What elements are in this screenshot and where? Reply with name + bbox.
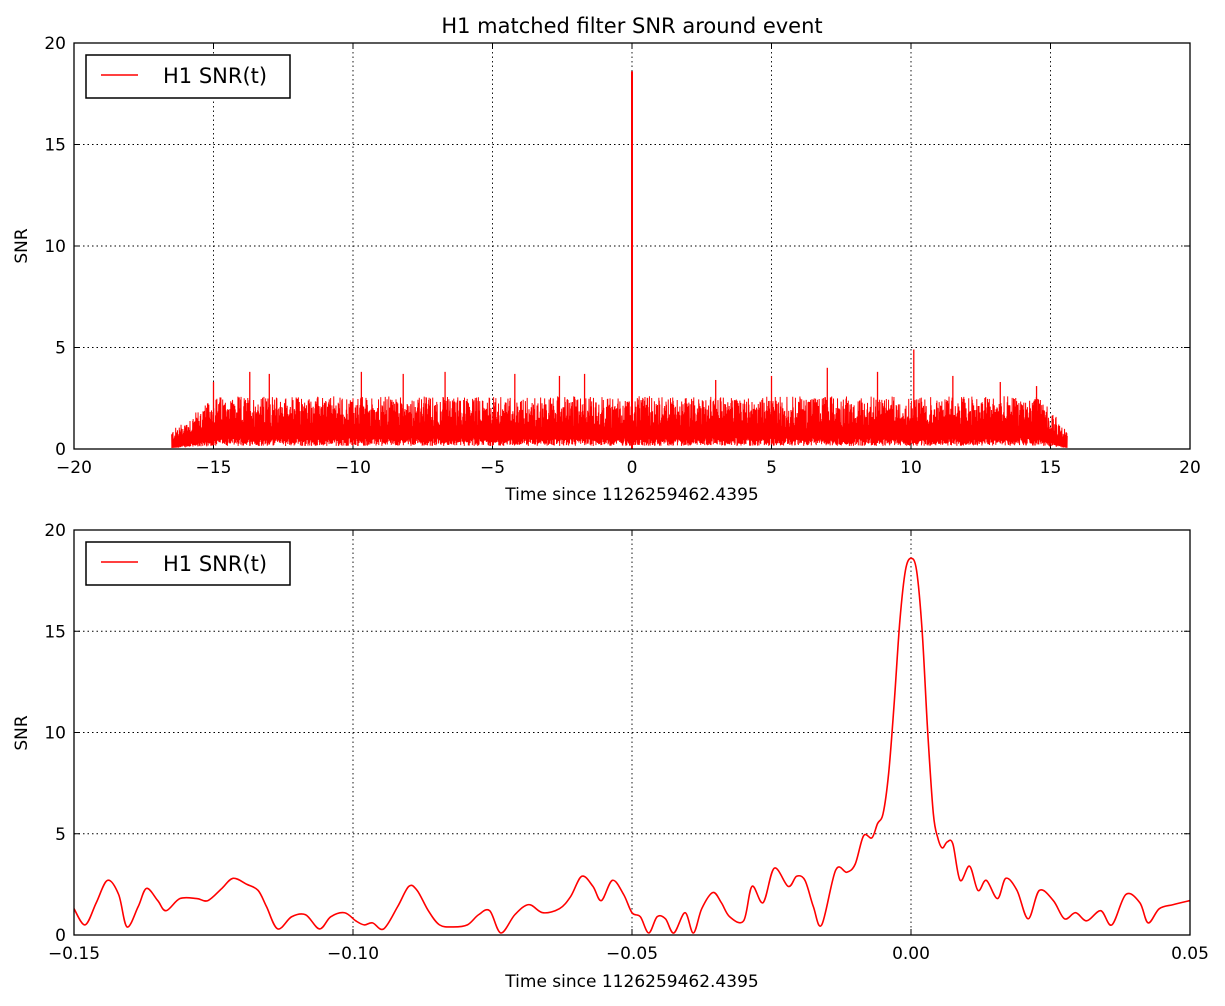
bottom-x-tick-label: 0.00 — [892, 944, 930, 964]
bottom-x-tick-label: 0.05 — [1171, 944, 1209, 964]
top-y-tick-label: 10 — [44, 237, 66, 257]
top-legend-label: H1 SNR(t) — [163, 64, 267, 88]
bottom-snr-line — [73, 557, 1191, 934]
top-axes-frame — [73, 42, 1191, 450]
bottom-y-tick-label: 10 — [44, 724, 66, 744]
top-plot-area — [171, 71, 1068, 449]
bottom-chart: −0.15 −0.10 −0.05 0.00 0.05 0 5 10 15 20 Time sin… — [12, 521, 1209, 992]
top-y-tick-label: 20 — [44, 34, 66, 54]
bottom-ticks: −0.15 −0.10 −0.05 0.00 0.05 0 5 10 15 20 — [44, 521, 1209, 964]
bottom-legend: H1 SNR(t) — [85, 541, 291, 586]
bottom-x-tick-label: −0.15 — [48, 944, 100, 964]
bottom-y-tick-label: 15 — [44, 622, 66, 642]
bottom-y-axis-label: SNR — [12, 715, 32, 751]
top-legend-box — [85, 54, 291, 99]
top-x-tick-label: 5 — [766, 458, 777, 478]
bottom-legend-label: H1 SNR(t) — [163, 552, 267, 576]
bottom-x-tick-label: −0.05 — [606, 944, 658, 964]
top-y-axis-label: SNR — [12, 228, 32, 264]
top-x-tick-label: 0 — [627, 458, 638, 478]
bottom-grid — [74, 530, 1190, 935]
top-x-tick-label: −20 — [56, 458, 92, 478]
chart-title: H1 matched filter SNR around event — [441, 14, 822, 38]
bottom-y-tick-label: 5 — [55, 825, 66, 845]
top-y-tick-label: 0 — [55, 440, 66, 460]
bottom-x-axis-label: Time since 1126259462.4395 — [504, 972, 758, 992]
top-x-tick-label: 20 — [1179, 458, 1201, 478]
bottom-legend-box — [85, 541, 291, 586]
top-y-tick-label: 5 — [55, 339, 66, 359]
top-x-tick-label: −15 — [196, 458, 232, 478]
top-ticks: −20 −15 −10 −5 0 5 10 15 20 0 5 10 15 20 — [44, 34, 1200, 478]
bottom-y-tick-label: 0 — [55, 926, 66, 946]
top-x-axis-label: Time since 1126259462.4395 — [504, 485, 758, 505]
top-legend: H1 SNR(t) — [85, 54, 291, 99]
top-x-tick-label: −10 — [335, 458, 371, 478]
bottom-x-tick-label: −0.10 — [327, 944, 379, 964]
bottom-y-tick-label: 20 — [44, 521, 66, 541]
bottom-plot-area — [73, 557, 1191, 934]
top-snr-line — [171, 396, 1068, 448]
top-chart: H1 matched filter SNR around event −20 −1… — [12, 14, 1201, 505]
top-x-tick-label: −5 — [480, 458, 505, 478]
top-x-tick-label: 10 — [900, 458, 922, 478]
top-x-tick-label: 15 — [1040, 458, 1062, 478]
top-y-tick-label: 15 — [44, 136, 66, 156]
bottom-axes-frame — [73, 529, 1191, 936]
